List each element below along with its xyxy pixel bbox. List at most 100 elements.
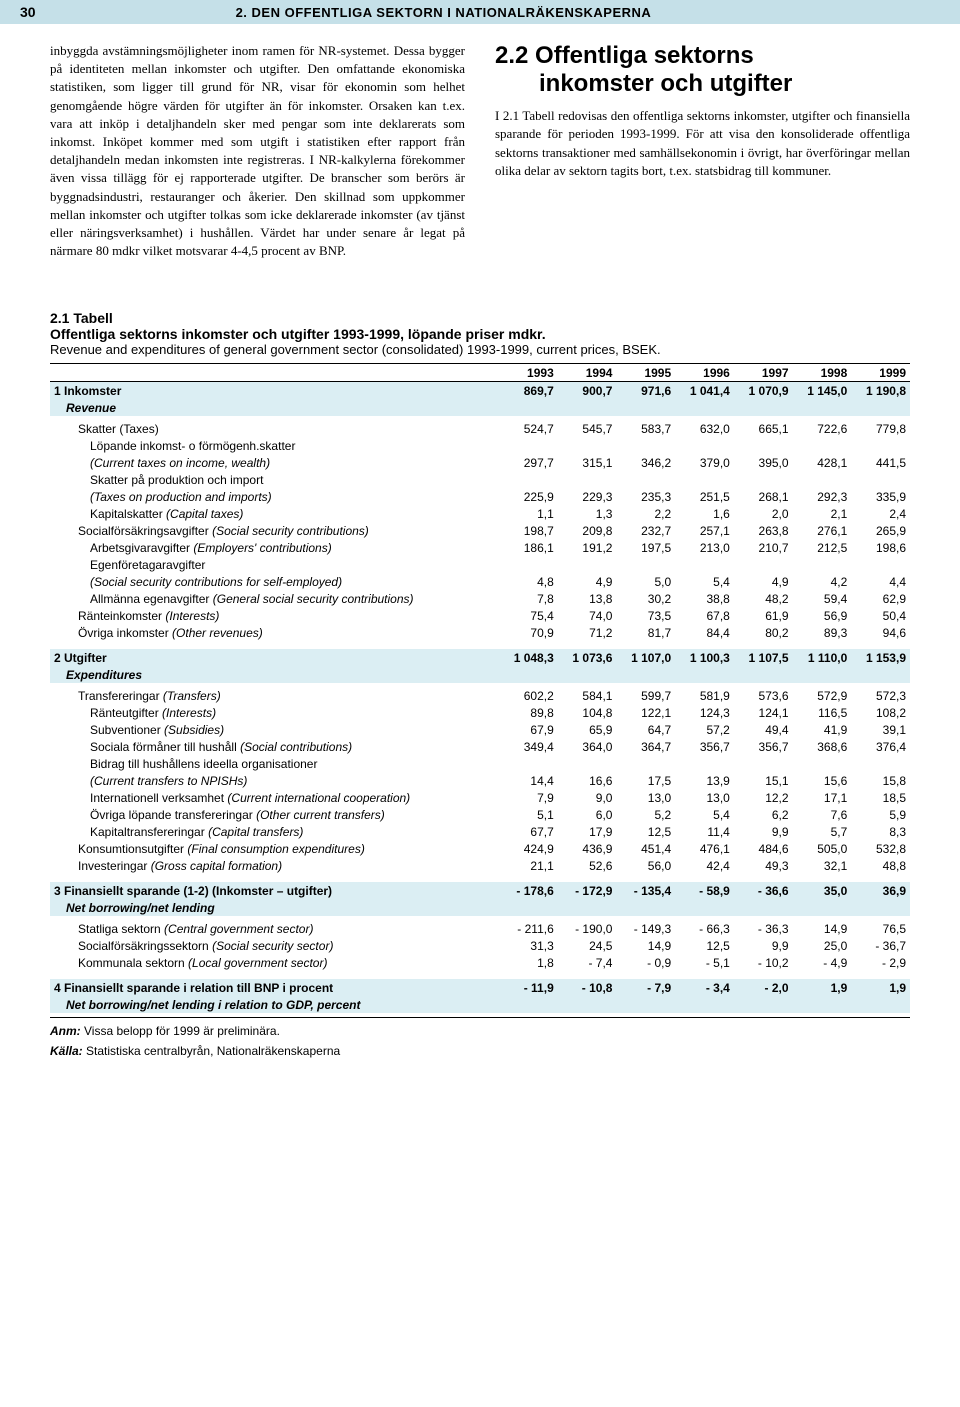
table-data-value: 2,1 [793, 505, 852, 522]
table-data-value: 602,2 [499, 687, 558, 704]
section-header-value: 1 073,6 [558, 649, 617, 666]
section-header-row: 2 Utgifter1 048,31 073,61 107,01 100,31 … [50, 649, 910, 666]
table-data-value: 484,6 [734, 840, 793, 857]
table-data-value: 197,5 [616, 539, 675, 556]
table-data-value: 1,1 [499, 505, 558, 522]
table-data-row: (Taxes on production and imports)225,922… [50, 488, 910, 505]
table-data-value: 379,0 [675, 454, 734, 471]
table-data-value: 572,3 [851, 687, 910, 704]
table-data-value: 8,3 [851, 823, 910, 840]
table-data-label: Övriga löpande transfereringar (Other cu… [50, 806, 499, 823]
table-data-value: 12,2 [734, 789, 793, 806]
table-data-value: 198,6 [851, 539, 910, 556]
table-data-row: Skatter (Taxes)524,7545,7583,7632,0665,1… [50, 420, 910, 437]
table-data-value: 451,4 [616, 840, 675, 857]
table-data-value: - 0,9 [616, 954, 675, 971]
footnote-kalla: Källa: Statistiska centralbyrån, Nationa… [50, 1044, 910, 1058]
table-data-value: 41,9 [793, 721, 852, 738]
table-data-value: 524,7 [499, 420, 558, 437]
table-data-value: 364,7 [616, 738, 675, 755]
section-header-sub-row: Net borrowing/net lending i relation to … [50, 996, 910, 1013]
table-data-value: 9,9 [734, 937, 793, 954]
table-data-value: 61,9 [734, 607, 793, 624]
left-body-text: inbyggda avstämningsmöjligheter inom ram… [50, 42, 465, 260]
table-data-value: 108,2 [851, 704, 910, 721]
section-header-value: - 2,0 [734, 979, 793, 996]
table-data-value: 73,5 [616, 607, 675, 624]
table-data-row: Transfereringar (Transfers)602,2584,1599… [50, 687, 910, 704]
table-data-row: Socialförsäkringsavgifter (Social securi… [50, 522, 910, 539]
table-data-value: 213,0 [675, 539, 734, 556]
table-data-value: 5,1 [499, 806, 558, 823]
table-data-row: Övriga löpande transfereringar (Other cu… [50, 806, 910, 823]
table-data-value: 56,0 [616, 857, 675, 874]
section-header-value: 1 145,0 [793, 382, 852, 400]
table-data-value: 5,9 [851, 806, 910, 823]
table-data-value: 12,5 [675, 937, 734, 954]
year-header-cell: 1998 [793, 364, 852, 382]
section-header-value: 1 107,0 [616, 649, 675, 666]
table-data-value: 67,9 [499, 721, 558, 738]
table-data-value: 232,7 [616, 522, 675, 539]
table-data-row: Sociala förmåner till hushåll (Social co… [50, 738, 910, 755]
table-data-value: - 66,3 [675, 920, 734, 937]
table-data-value: 4,9 [734, 573, 793, 590]
table-data-row: Kommunala sektorn (Local government sect… [50, 954, 910, 971]
section-heading: 2.2 Offentliga sektorns inkomster och ut… [495, 42, 910, 97]
table-data-label: Investeringar (Gross capital formation) [50, 857, 499, 874]
section-header-value: 1,9 [851, 979, 910, 996]
table-data-value: 14,4 [499, 772, 558, 789]
table-data-value: 722,6 [793, 420, 852, 437]
table-data-value: 395,0 [734, 454, 793, 471]
section-header-row: 1 Inkomster869,7900,7971,61 041,41 070,9… [50, 382, 910, 400]
two-column-layout: inbyggda avstämningsmöjligheter inom ram… [50, 42, 910, 260]
table-data-value: 251,5 [675, 488, 734, 505]
table-caption-1: 2.1 Tabell [50, 310, 910, 326]
year-header-cell: 1997 [734, 364, 793, 382]
table-data-value: 94,6 [851, 624, 910, 641]
table-data-value: - 36,7 [851, 937, 910, 954]
table-data-value: - 190,0 [558, 920, 617, 937]
table-data-row: Allmänna egenavgifter (General social se… [50, 590, 910, 607]
table-data-label: Statliga sektorn (Central government sec… [50, 920, 499, 937]
table-data-label: Socialförsäkringssektorn (Social securit… [50, 937, 499, 954]
table-data-value: 532,8 [851, 840, 910, 857]
table-data-value: 5,4 [675, 806, 734, 823]
section-header-value: - 172,9 [558, 882, 617, 899]
table-data-value: 376,4 [851, 738, 910, 755]
table-data-label: Sociala förmåner till hushåll (Social co… [50, 738, 499, 755]
table-data-value: 49,3 [734, 857, 793, 874]
table-data-value: 32,1 [793, 857, 852, 874]
table-data-value: 5,2 [616, 806, 675, 823]
table-data-value: 52,6 [558, 857, 617, 874]
table-data-value: 65,9 [558, 721, 617, 738]
table-data-value: 7,9 [499, 789, 558, 806]
table-data-value: 4,4 [851, 573, 910, 590]
footnote-anm-text: Vissa belopp för 1999 är preliminära. [84, 1024, 280, 1038]
table-data-value: 263,8 [734, 522, 793, 539]
table-data-value: 64,7 [616, 721, 675, 738]
section-header-value: 1 110,0 [793, 649, 852, 666]
table-data-row: Kapitalskatter (Capital taxes)1,11,32,21… [50, 505, 910, 522]
table-data-value: 14,9 [793, 920, 852, 937]
section-header-value: 869,7 [499, 382, 558, 400]
section-header-value: 971,6 [616, 382, 675, 400]
table-data-value: 5,0 [616, 573, 675, 590]
table-data-value: 76,5 [851, 920, 910, 937]
section-header-value: - 135,4 [616, 882, 675, 899]
table-data-row: Investeringar (Gross capital formation)2… [50, 857, 910, 874]
table-data-value: 356,7 [734, 738, 793, 755]
table-data-value: 39,1 [851, 721, 910, 738]
year-header-cell: 1994 [558, 364, 617, 382]
table-body: 1 Inkomster869,7900,7971,61 041,41 070,9… [50, 382, 910, 1018]
table-data-value: 124,3 [675, 704, 734, 721]
footnote-kalla-text: Statistiska centralbyrån, Nationalräkens… [86, 1044, 340, 1058]
table-text-label: Skatter på produktion och import [50, 471, 499, 488]
table-data-value: 24,5 [558, 937, 617, 954]
section-header-sub-row: Expenditures [50, 666, 910, 683]
right-column: 2.2 Offentliga sektorns inkomster och ut… [495, 42, 910, 260]
table-data-value: 349,4 [499, 738, 558, 755]
table-data-value: - 211,6 [499, 920, 558, 937]
table-data-value: 292,3 [793, 488, 852, 505]
table-block: 2.1 Tabell Offentliga sektorns inkomster… [0, 310, 960, 1068]
